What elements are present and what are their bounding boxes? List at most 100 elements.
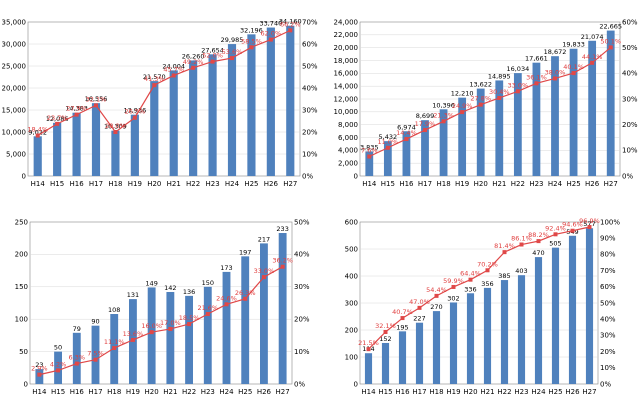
y-left-tick-label: 20,000 xyxy=(2,84,27,92)
x-tick-label: H14 xyxy=(362,180,377,188)
ratio-value-label: 16.0% xyxy=(141,322,162,330)
y-right-tick-label: 100% xyxy=(600,218,620,226)
x-tick-label: H21 xyxy=(492,180,506,188)
ratio-point xyxy=(230,56,234,61)
x-tick-label: H27 xyxy=(276,388,290,396)
bar xyxy=(551,56,559,176)
ratio-value-label: 27.8% xyxy=(470,95,491,103)
bar-value-label: 10,309 xyxy=(104,123,127,131)
ratio-value-label: 40.1% xyxy=(563,63,584,71)
x-tick-label: H16 xyxy=(70,388,85,396)
ratio-value-label: 58.5% xyxy=(241,37,262,45)
y-left-tick-label: 5,000 xyxy=(6,150,26,158)
y-left-tick-label: 100 xyxy=(345,353,358,361)
bar-value-label: 233 xyxy=(276,225,288,233)
ratio-value-label: 45.7% xyxy=(163,65,184,73)
bar-value-label: 197 xyxy=(239,248,251,256)
y-right-tick-label: 70% xyxy=(600,267,616,275)
y-right-tick-label: 40% xyxy=(600,316,616,324)
ratio-point xyxy=(383,329,388,334)
ratio-point xyxy=(205,312,210,317)
ratio-value-label: 44.1% xyxy=(582,53,603,61)
y-left-tick-label: 150 xyxy=(15,283,28,291)
y-right-tick-label: 30% xyxy=(294,283,310,291)
bar xyxy=(222,271,231,384)
ratio-point xyxy=(441,119,446,124)
bar xyxy=(241,256,250,384)
bar xyxy=(383,141,392,176)
bar xyxy=(449,302,458,384)
x-tick-label: H17 xyxy=(89,180,103,188)
bar xyxy=(588,40,597,177)
y-left-tick-label: 4,000 xyxy=(338,147,358,155)
bar xyxy=(402,131,411,176)
y-right-tick-label: 50% xyxy=(600,299,616,307)
ratio-point xyxy=(536,239,541,244)
bar-value-label: 90 xyxy=(91,318,99,326)
y-right-tick-label: 0% xyxy=(302,172,313,180)
bar-value-label: 19,833 xyxy=(562,41,585,49)
ratio-line xyxy=(37,29,291,137)
ratio-value-label: 7.6% xyxy=(361,146,378,154)
bar xyxy=(166,291,175,384)
y-left-tick-label: 14,000 xyxy=(334,82,359,90)
x-tick-label: H18 xyxy=(108,180,122,188)
ratio-point xyxy=(553,232,558,237)
ratio-point xyxy=(93,357,98,362)
ratio-value-label: 53.6% xyxy=(222,48,243,56)
ratio-point xyxy=(261,275,266,280)
x-tick-label: H27 xyxy=(283,180,297,188)
y-left-tick-label: 16,000 xyxy=(334,70,359,78)
bar xyxy=(111,130,120,176)
y-left-tick-label: 8,000 xyxy=(338,121,358,129)
x-tick-label: H21 xyxy=(167,180,181,188)
bar-value-label: 385 xyxy=(498,272,510,280)
x-tick-label: H19 xyxy=(455,180,469,188)
ratio-point xyxy=(423,128,427,133)
chart-aircraft: 0 100 200 300 400 500 600 0% 10% 20% 30% 40% 50% 60% 7… xyxy=(345,217,621,396)
ratio-point xyxy=(112,346,117,351)
bar-value-label: 131 xyxy=(127,291,139,299)
ratio-value-label: 23.7% xyxy=(47,114,68,122)
ratio-value-label: 88.2% xyxy=(528,231,549,239)
y-right-tick-label: 50% xyxy=(622,44,638,52)
ratio-value-label: 81.4% xyxy=(494,242,515,250)
ratio-point xyxy=(130,337,135,342)
bar xyxy=(150,81,159,176)
y-right-tick-label: 30% xyxy=(622,95,638,103)
bar-value-label: 142 xyxy=(164,284,176,292)
ratio-value-label: 38.0% xyxy=(545,68,566,76)
x-tick-label: H20 xyxy=(145,388,159,396)
x-tick-label: H21 xyxy=(163,388,177,396)
bar xyxy=(185,295,194,384)
bar xyxy=(398,331,407,384)
ratio-point xyxy=(191,65,196,70)
x-tick-label: H16 xyxy=(399,180,414,188)
ratio-value-label: 64.4% xyxy=(460,270,481,278)
bar xyxy=(91,103,101,176)
ratio-point xyxy=(485,268,490,273)
bar xyxy=(227,44,237,176)
ratio-point xyxy=(113,130,118,134)
x-tick-label: H16 xyxy=(395,388,410,396)
ratio-line xyxy=(369,46,612,158)
x-tick-label: H26 xyxy=(257,388,272,396)
y-left-tick-label: 24,000 xyxy=(334,18,359,26)
bar xyxy=(278,233,287,384)
bar xyxy=(381,342,390,384)
ratio-value-label: 70.2% xyxy=(477,260,498,268)
y-left-tick-label: 18,000 xyxy=(334,57,359,65)
x-tick-label: H15 xyxy=(51,388,65,396)
y-left-tick-label: 2,000 xyxy=(338,159,358,167)
ratio-point xyxy=(400,316,405,321)
ratio-point xyxy=(152,83,157,88)
ratio-value-label: 59.9% xyxy=(443,277,464,285)
bar-value-label: 13,936 xyxy=(123,107,146,115)
ratio-value-label: 4.2% xyxy=(50,360,67,368)
x-tick-label: H16 xyxy=(69,180,84,188)
bar xyxy=(532,62,541,177)
bar xyxy=(72,112,81,176)
y-left-tick-label: 50 xyxy=(19,348,28,356)
y-right-tick-label: 10% xyxy=(622,147,638,155)
y-right-tick-label: 30% xyxy=(600,332,616,340)
